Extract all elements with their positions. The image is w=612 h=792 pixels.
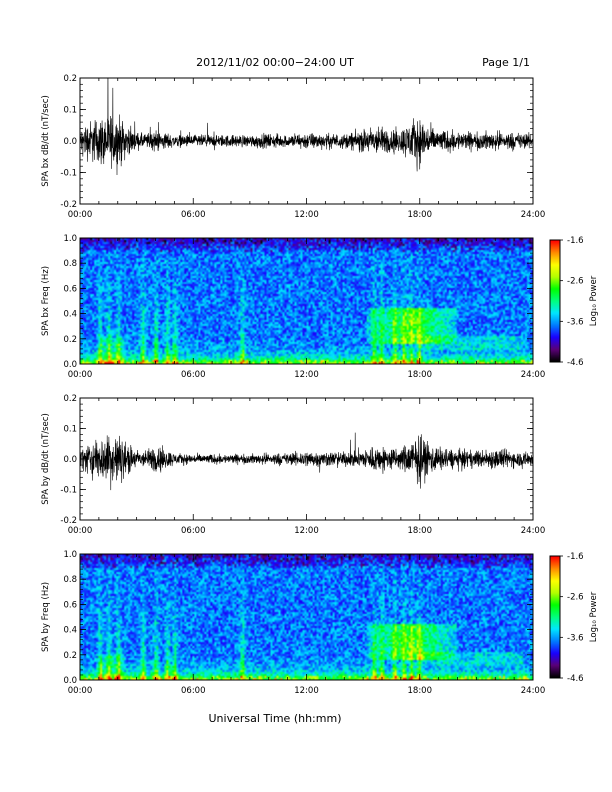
bx-dbdt-trace bbox=[80, 78, 533, 175]
y-tick-label: -0.2 bbox=[60, 516, 77, 526]
y-tick-label: 1.0 bbox=[63, 550, 77, 560]
colorbar-tick-label: -2.6 bbox=[567, 277, 584, 287]
y-tick-label: -0.1 bbox=[60, 169, 77, 179]
by-colorbar bbox=[550, 556, 560, 678]
x-axis-title: Universal Time (hh:mm) bbox=[209, 712, 342, 725]
x-tick-label: 00:00 bbox=[68, 370, 93, 380]
y-tick-label: 0.6 bbox=[63, 600, 77, 610]
bx-dbdt-ylabel: SPA bx dB/dt (nT/sec) bbox=[41, 95, 51, 187]
y-tick-label: 0.1 bbox=[63, 425, 77, 435]
y-tick-label: 0.0 bbox=[63, 455, 77, 465]
x-tick-label: 24:00 bbox=[521, 526, 546, 536]
y-tick-label: 0.8 bbox=[63, 259, 77, 269]
by-spectrogram-image bbox=[80, 554, 533, 680]
y-tick-label: 0.0 bbox=[63, 360, 77, 370]
dbdt-series-line bbox=[80, 78, 533, 175]
colorbar-tick-label: -2.6 bbox=[567, 593, 584, 603]
by-dbdt-trace bbox=[80, 432, 533, 491]
x-tick-label: 00:00 bbox=[68, 686, 93, 696]
page-title: 2012/11/02 00:00−24:00 UT bbox=[196, 56, 354, 69]
y-tick-label: 0.2 bbox=[63, 651, 77, 661]
bx-colorbar-frame bbox=[549, 239, 561, 363]
x-tick-label: 24:00 bbox=[521, 210, 546, 220]
x-tick-label: 18:00 bbox=[408, 210, 433, 220]
x-tick-label: 24:00 bbox=[521, 370, 546, 380]
y-tick-label: 0.1 bbox=[63, 106, 77, 116]
x-tick-label: 18:00 bbox=[408, 370, 433, 380]
y-tick-label: 0.0 bbox=[63, 676, 77, 686]
bx-colorbar bbox=[550, 240, 560, 362]
x-tick-label: 06:00 bbox=[181, 210, 206, 220]
panel-by-spectrogram: 00:00 06:00 12:00 18:00 24:00 0.0 0.2 0.4 0.6 0.8… bbox=[41, 550, 599, 696]
by-dbdt-ylabel: SPA by dB/dt (nT/sec) bbox=[41, 413, 51, 505]
x-tick-label: 06:00 bbox=[181, 526, 206, 536]
colorbar-tick-label: -1.6 bbox=[567, 552, 584, 562]
by-colorbar-frame bbox=[549, 555, 561, 679]
y-tick-label: 0.6 bbox=[63, 284, 77, 294]
x-tick-label: 06:00 bbox=[181, 686, 206, 696]
x-tick-label: 12:00 bbox=[294, 686, 319, 696]
colorbar-tick-label: -1.6 bbox=[567, 236, 584, 246]
y-tick-label: 0.2 bbox=[63, 335, 77, 345]
colorbar-tick-label: -3.6 bbox=[567, 317, 584, 327]
x-tick-label: 24:00 bbox=[521, 686, 546, 696]
y-tick-label: 0.8 bbox=[63, 575, 77, 585]
y-tick-label: -0.2 bbox=[60, 200, 77, 210]
y-tick-label: 1.0 bbox=[63, 234, 77, 244]
x-tick-label: 12:00 bbox=[294, 526, 319, 536]
by-colorbar-label: Log₁₀ Power bbox=[589, 591, 599, 642]
colorbar-tick-label: -4.6 bbox=[567, 674, 584, 684]
y-tick-label: 0.4 bbox=[63, 310, 77, 320]
bx-colorbar-label: Log₁₀ Power bbox=[589, 275, 599, 326]
x-tick-label: 00:00 bbox=[68, 526, 93, 536]
y-tick-label: -0.1 bbox=[60, 486, 77, 496]
x-tick-label: 18:00 bbox=[408, 526, 433, 536]
colorbar-tick-label: -4.6 bbox=[567, 358, 584, 368]
panel-by-dbdt: 00:00 06:00 12:00 18:00 24:00 -0.2 -0.1 0.0 0.1 0… bbox=[41, 394, 545, 536]
x-tick-label: 00:00 bbox=[68, 210, 93, 220]
y-tick-label: 0.0 bbox=[63, 137, 77, 147]
x-tick-label: 12:00 bbox=[294, 370, 319, 380]
panel-bx-spectrogram: 00:00 06:00 12:00 18:00 24:00 0.0 0.2 0.4 0.6 0.8… bbox=[41, 234, 599, 380]
x-tick-label: 06:00 bbox=[181, 370, 206, 380]
page-number: Page 1/1 bbox=[482, 56, 530, 69]
x-tick-label: 12:00 bbox=[294, 210, 319, 220]
x-tick-label: 18:00 bbox=[408, 686, 433, 696]
y-tick-label: 0.2 bbox=[63, 394, 77, 404]
colorbar-tick-label: -3.6 bbox=[567, 633, 584, 643]
y-tick-label: 0.4 bbox=[63, 626, 77, 636]
by-spectrogram-ylabel: SPA by Freq (Hz) bbox=[41, 582, 51, 652]
bx-spectrogram-ylabel: SPA bx Freq (Hz) bbox=[41, 266, 51, 336]
bx-spectrogram-image bbox=[80, 238, 533, 364]
dbdt-series-line bbox=[80, 432, 533, 491]
y-tick-label: 0.2 bbox=[63, 74, 77, 84]
panel-bx-dbdt: 00:00 06:00 12:00 18:00 24:00 -0.2 -0.1 0.0 0.1 0… bbox=[41, 74, 546, 220]
